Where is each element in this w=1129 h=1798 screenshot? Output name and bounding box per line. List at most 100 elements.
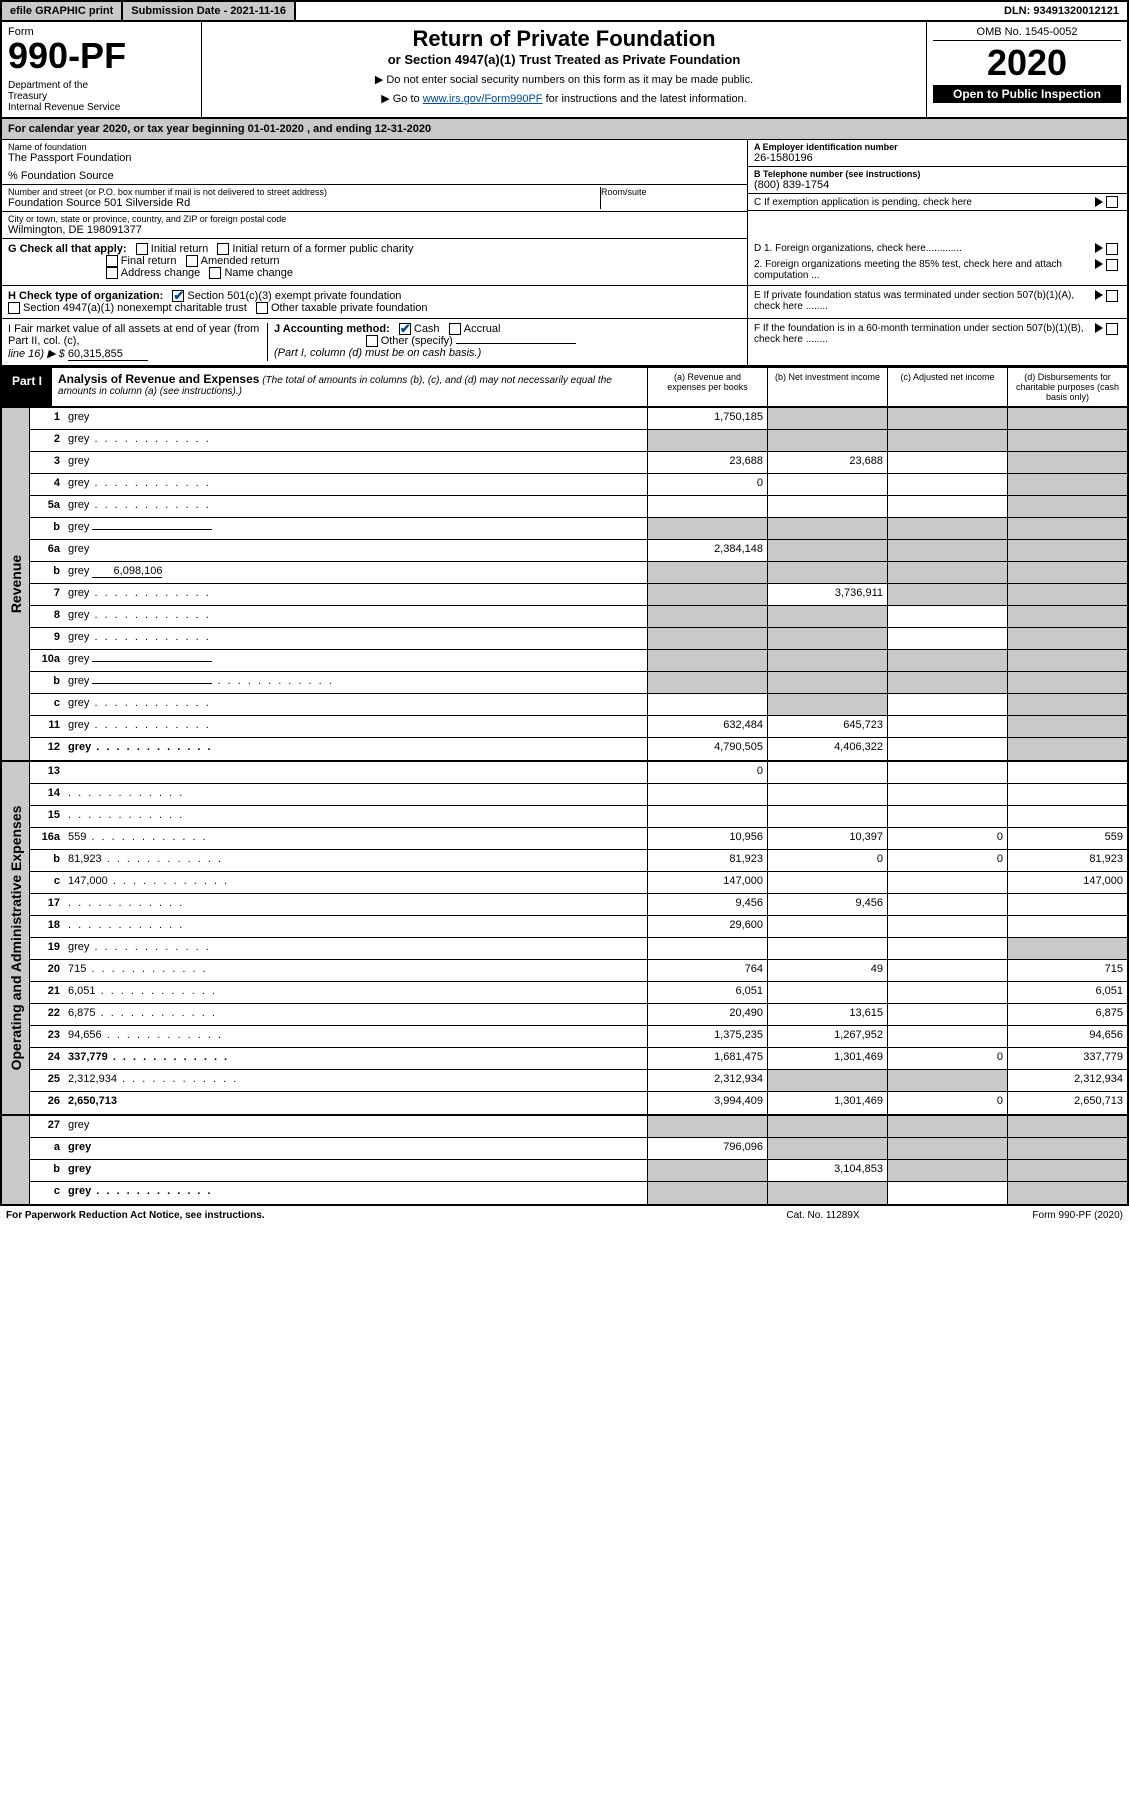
amount-cell: 13,615 <box>767 1004 887 1025</box>
line-description: grey <box>64 938 647 959</box>
amount-cell: 81,923 <box>647 850 767 871</box>
line-number: 11 <box>30 716 64 737</box>
chk-initial[interactable] <box>136 243 148 255</box>
ein-label: A Employer identification number <box>754 142 1121 152</box>
chk-accrual[interactable] <box>449 323 461 335</box>
line-number: 20 <box>30 960 64 981</box>
amount-cell <box>767 806 887 827</box>
amount-cell: 796,096 <box>647 1138 767 1159</box>
amount-cell <box>647 784 767 805</box>
amount-cell <box>1007 1182 1127 1204</box>
e-checkbox[interactable] <box>1106 290 1118 302</box>
table-row: 1829,600 <box>30 916 1127 938</box>
col-c-header: (c) Adjusted net income <box>887 368 1007 406</box>
table-row: 7grey3,736,911 <box>30 584 1127 606</box>
chk-501c3[interactable] <box>172 290 184 302</box>
table-row: 14 <box>30 784 1127 806</box>
c-checkbox[interactable] <box>1106 196 1118 208</box>
f-label: F If the foundation is in a 60-month ter… <box>754 323 1092 345</box>
amount-cell <box>1007 562 1127 583</box>
footer: For Paperwork Reduction Act Notice, see … <box>0 1206 1129 1225</box>
amount-cell: 81,923 <box>1007 850 1127 871</box>
line-number: 18 <box>30 916 64 937</box>
line-description: grey <box>64 518 647 539</box>
line-number: c <box>30 1182 64 1204</box>
table-row: 2394,6561,375,2351,267,95294,656 <box>30 1026 1127 1048</box>
amount-cell <box>1007 672 1127 693</box>
amount-cell: 1,750,185 <box>647 408 767 429</box>
amount-cell <box>647 938 767 959</box>
amount-cell: 23,688 <box>647 452 767 473</box>
amount-cell: 0 <box>887 828 1007 849</box>
d2-checkbox[interactable] <box>1106 259 1118 271</box>
chk-amended[interactable] <box>186 255 198 267</box>
amount-cell <box>767 474 887 495</box>
amount-cell <box>1007 806 1127 827</box>
instructions-link[interactable]: www.irs.gov/Form990PF <box>423 93 543 105</box>
amount-cell: 0 <box>767 850 887 871</box>
table-row: 9grey <box>30 628 1127 650</box>
g-label: G Check all that apply: <box>8 243 127 255</box>
line-number: 4 <box>30 474 64 495</box>
amount-cell: 3,994,409 <box>647 1092 767 1114</box>
amount-cell: 3,104,853 <box>767 1160 887 1181</box>
amount-cell <box>887 628 1007 649</box>
revenue-section: Revenue 1grey1,750,1852grey3grey23,68823… <box>2 408 1127 760</box>
amount-cell <box>767 650 887 671</box>
amount-cell <box>767 628 887 649</box>
amount-cell <box>647 562 767 583</box>
amount-cell <box>887 982 1007 1003</box>
table-row: 15 <box>30 806 1127 828</box>
j-note: (Part I, column (d) must be on cash basi… <box>274 347 481 359</box>
arrow-icon <box>1095 323 1103 333</box>
chk-other-taxable[interactable] <box>256 302 268 314</box>
line-description: 147,000 <box>64 872 647 893</box>
amount-cell <box>887 916 1007 937</box>
amount-cell: 1,301,469 <box>767 1092 887 1114</box>
amount-cell <box>647 694 767 715</box>
amount-cell <box>647 1160 767 1181</box>
chk-addr-change[interactable] <box>106 267 118 279</box>
chk-initial-former[interactable] <box>217 243 229 255</box>
chk-final[interactable] <box>106 255 118 267</box>
entity-block: Name of foundation The Passport Foundati… <box>0 140 1129 239</box>
line-description: 6,875 <box>64 1004 647 1025</box>
table-row: 24337,7791,681,4751,301,4690337,779 <box>30 1048 1127 1070</box>
amount-cell <box>887 1160 1007 1181</box>
amount-cell <box>887 762 1007 783</box>
amount-cell <box>1007 430 1127 451</box>
amount-cell: 49 <box>767 960 887 981</box>
amount-cell <box>647 1116 767 1137</box>
chk-4947[interactable] <box>8 302 20 314</box>
line-description: grey <box>64 1182 647 1204</box>
form-id-footer: Form 990-PF (2020) <box>923 1210 1123 1221</box>
amount-cell <box>887 606 1007 627</box>
line-number: 6a <box>30 540 64 561</box>
paperwork-notice: For Paperwork Reduction Act Notice, see … <box>6 1210 723 1221</box>
amount-cell <box>1007 628 1127 649</box>
d1-checkbox[interactable] <box>1106 243 1118 255</box>
amount-cell: 0 <box>647 762 767 783</box>
table-row: c147,000147,000147,000 <box>30 872 1127 894</box>
line-description: grey <box>64 430 647 451</box>
chk-cash[interactable] <box>399 323 411 335</box>
line-number: 2 <box>30 430 64 451</box>
amount-cell <box>887 496 1007 517</box>
line-description <box>64 784 647 805</box>
foundation-name: The Passport Foundation <box>8 152 741 164</box>
name-label: Name of foundation <box>8 142 741 152</box>
address: Foundation Source 501 Silverside Rd <box>8 197 600 209</box>
f-checkbox[interactable] <box>1106 323 1118 335</box>
part1-header: Part I Analysis of Revenue and Expenses … <box>0 367 1129 408</box>
chk-name-change[interactable] <box>209 267 221 279</box>
amount-cell: 2,650,713 <box>1007 1092 1127 1114</box>
chk-other-method[interactable] <box>366 335 378 347</box>
amount-cell <box>767 916 887 937</box>
amount-cell <box>1007 1138 1127 1159</box>
line-number: b <box>30 850 64 871</box>
amount-cell <box>887 872 1007 893</box>
line-number: 23 <box>30 1026 64 1047</box>
table-row: 12grey4,790,5054,406,322 <box>30 738 1127 760</box>
amount-cell <box>767 982 887 1003</box>
line-number: a <box>30 1138 64 1159</box>
